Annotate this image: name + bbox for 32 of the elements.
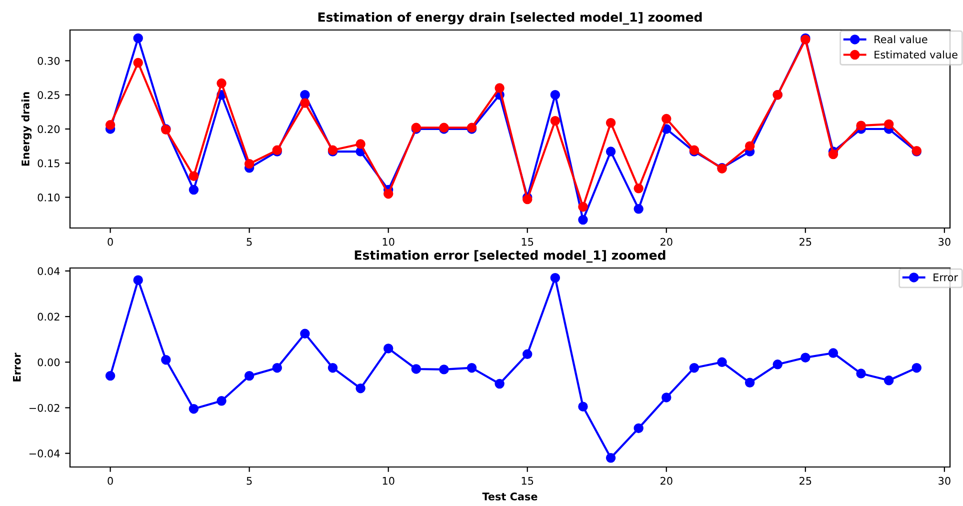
y-tick-label: −0.02 (29, 404, 60, 412)
x-tick-label: 20 (660, 238, 672, 246)
y-tick-label: 0.30 (38, 56, 60, 65)
chart-title: Estimation error [selected model_1] zoomed (354, 250, 666, 263)
x-axis-title: Test Case (482, 492, 538, 500)
y-tick-label: 0.10 (38, 194, 60, 202)
y-axis-title: Energy drain (21, 92, 32, 166)
x-tick-label: 20 (660, 476, 672, 485)
x-tick-label: 30 (938, 476, 950, 485)
x-tick-label: 30 (938, 238, 950, 246)
legend-label: Error (934, 274, 958, 282)
x-tick-label: 10 (382, 238, 394, 246)
y-tick-label: 0.25 (38, 91, 60, 99)
x-tick-label: 25 (800, 238, 812, 246)
legend-label: Real value (874, 35, 928, 44)
x-tick-label: 15 (522, 238, 534, 246)
x-tick-label: 25 (800, 476, 812, 485)
x-tick-label: 0 (108, 238, 113, 246)
y-tick-label: 0.20 (38, 125, 60, 134)
y-tick-label: 0.00 (38, 358, 60, 366)
y-tick-label: −0.04 (29, 450, 60, 458)
y-tick-label: 0.04 (38, 267, 60, 276)
y-axis-title: Error (13, 352, 21, 382)
y-tick-label: 0.15 (38, 159, 60, 168)
x-tick-label: 0 (108, 476, 113, 485)
legend-label: Estimated value (874, 50, 958, 59)
x-tick-label: 15 (522, 477, 534, 485)
chart-title: Estimation of energy drain [selected model_1] zoomed (318, 12, 702, 25)
x-tick-label: 5 (246, 238, 252, 246)
x-tick-label: 5 (246, 477, 252, 485)
x-tick-label: 10 (382, 476, 394, 485)
y-tick-label: 0.02 (38, 312, 60, 321)
